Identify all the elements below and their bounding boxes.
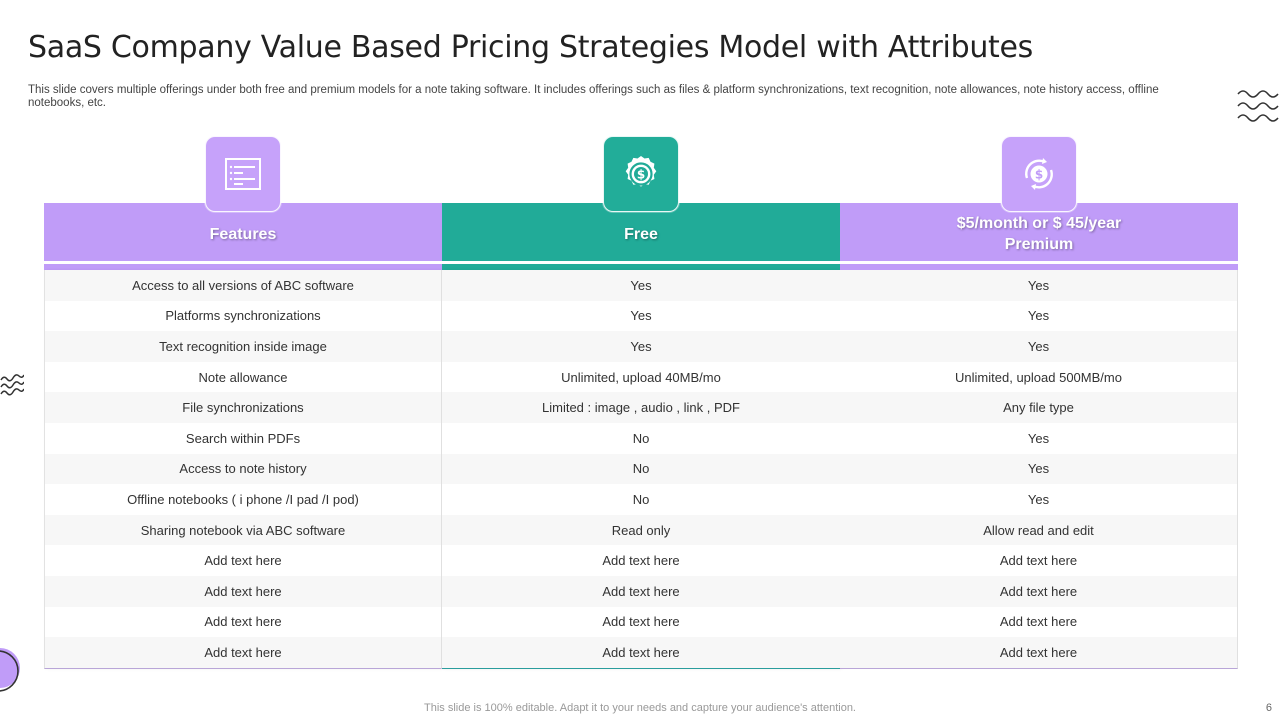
table-cell: Add text here bbox=[442, 606, 840, 638]
table-cell: Yes bbox=[442, 331, 840, 362]
table-cell: Limited : image , audio , link , PDF bbox=[442, 392, 840, 423]
wave-lines-icon bbox=[1237, 90, 1279, 122]
list-document-icon bbox=[225, 158, 261, 190]
premium-icon-tile: $ bbox=[1001, 136, 1077, 212]
table-cell: Yes bbox=[840, 300, 1237, 332]
table-cell: Platforms synchronizations bbox=[45, 300, 441, 332]
table-cell: Add text here bbox=[840, 545, 1237, 576]
features-icon-tile bbox=[205, 136, 281, 212]
svg-text:$: $ bbox=[637, 168, 645, 182]
table-cell: Read only bbox=[442, 514, 840, 546]
table-cell: Add text here bbox=[442, 545, 840, 576]
table-cell: Yes bbox=[840, 453, 1237, 485]
free-icon-tile: $ bbox=[603, 136, 679, 212]
features-header-label: Features bbox=[209, 225, 277, 243]
svg-text:$: $ bbox=[1035, 168, 1043, 182]
table-cell: No bbox=[442, 422, 840, 454]
premium-rows: Yes Yes Yes Unlimited, upload 500MB/mo A… bbox=[840, 270, 1238, 669]
table-cell: Yes bbox=[840, 484, 1237, 515]
features-column: Features Access to all versions of ABC s… bbox=[44, 136, 442, 669]
slide-title: SaaS Company Value Based Pricing Strateg… bbox=[28, 30, 1033, 65]
table-cell: No bbox=[442, 484, 840, 515]
table-cell: Add text here bbox=[45, 637, 441, 668]
premium-header-label: Premium bbox=[1004, 236, 1074, 253]
table-cell: Unlimited, upload 500MB/mo bbox=[840, 361, 1237, 393]
table-cell: Allow read and edit bbox=[840, 514, 1237, 546]
table-cell: Add text here bbox=[45, 606, 441, 638]
table-cell: Yes bbox=[840, 422, 1237, 454]
table-cell: Offline notebooks ( i phone /I pad /I po… bbox=[45, 484, 441, 515]
features-header: Features bbox=[44, 203, 442, 261]
table-cell: Add text here bbox=[45, 575, 441, 607]
table-cell: Note allowance bbox=[45, 361, 441, 393]
slide-subtitle: This slide covers multiple offerings und… bbox=[28, 84, 1159, 109]
free-header: Free bbox=[442, 203, 840, 261]
premium-column: $ $5/month or $ 45/year Premium Yes Yes … bbox=[840, 136, 1238, 669]
free-header-label: Free bbox=[624, 225, 658, 243]
dollar-badge-icon: $ bbox=[625, 156, 657, 187]
table-cell: Add text here bbox=[45, 545, 441, 576]
table-cell: Add text here bbox=[442, 575, 840, 607]
premium-price-label: $5/month or $ 45/year bbox=[956, 215, 1122, 232]
free-rows: Yes Yes Yes Unlimited, upload 40MB/mo Li… bbox=[442, 270, 840, 669]
table-cell: Any file type bbox=[840, 392, 1237, 423]
table-cell: Access to note history bbox=[45, 453, 441, 485]
decorative-circle-icon bbox=[0, 648, 20, 692]
table-cell: Yes bbox=[442, 270, 840, 301]
table-cell: Yes bbox=[442, 300, 840, 332]
table-cell: File synchronizations bbox=[45, 392, 441, 423]
table-cell: Access to all versions of ABC software bbox=[45, 270, 441, 301]
free-column: $ Free Yes Yes Yes Unlimited, upload 40M… bbox=[442, 136, 840, 669]
table-cell: Unlimited, upload 40MB/mo bbox=[442, 361, 840, 393]
footer-note: This slide is 100% editable. Adapt it to… bbox=[424, 702, 856, 714]
dollar-cycle-icon: $ bbox=[1025, 158, 1053, 190]
table-cell: Search within PDFs bbox=[45, 422, 441, 454]
table-cell: Add text here bbox=[840, 637, 1237, 668]
table-cell: Yes bbox=[840, 270, 1237, 301]
wave-lines-small-icon bbox=[0, 374, 24, 396]
table-cell: Add text here bbox=[442, 637, 840, 668]
page-number: 6 bbox=[1265, 702, 1272, 714]
premium-header: $5/month or $ 45/year Premium bbox=[840, 203, 1238, 261]
features-rows: Access to all versions of ABC software P… bbox=[44, 270, 442, 669]
table-cell: Sharing notebook via ABC software bbox=[45, 514, 441, 546]
table-cell: Add text here bbox=[840, 606, 1237, 638]
table-cell: Text recognition inside image bbox=[45, 331, 441, 362]
table-cell: No bbox=[442, 453, 840, 485]
table-cell: Yes bbox=[840, 331, 1237, 362]
table-cell: Add text here bbox=[840, 575, 1237, 607]
